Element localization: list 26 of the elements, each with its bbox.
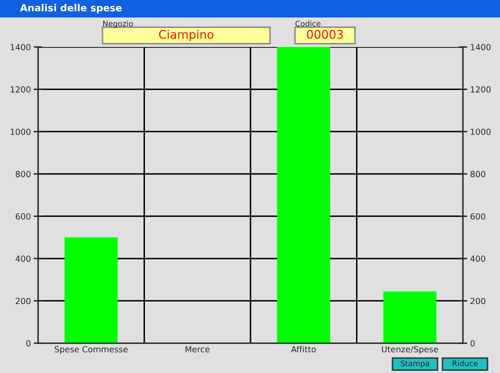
y2-tick-label: 1000 bbox=[470, 128, 491, 135]
x-tick-label: Utenze/Spese bbox=[382, 346, 438, 354]
x-tick-label: Affitto bbox=[291, 346, 316, 352]
y-tick-label: 200 bbox=[16, 298, 30, 304]
chart-title: Analisi delle spese bbox=[20, 4, 122, 14]
y-tick-label: 1000 bbox=[10, 128, 30, 135]
bar bbox=[64, 237, 118, 344]
y2-tick-label: 600 bbox=[470, 213, 486, 220]
y2-tick-label: 0 bbox=[470, 340, 475, 346]
y-tick-label: 600 bbox=[16, 213, 30, 220]
y-tick-label: 0 bbox=[26, 340, 30, 346]
x-tick-label: Spese Commesse bbox=[54, 346, 128, 354]
x-tick-label: Merce bbox=[186, 346, 210, 352]
y-tick-label: 400 bbox=[16, 256, 30, 262]
bar bbox=[277, 47, 330, 344]
y2-tick-label: 1200 bbox=[470, 86, 491, 93]
bar bbox=[383, 291, 436, 344]
y2-tick-label: 400 bbox=[470, 256, 486, 262]
y2-tick-label: 1400 bbox=[470, 44, 491, 50]
y-tick-label: 1400 bbox=[10, 44, 30, 50]
y-tick-label: 1200 bbox=[10, 86, 30, 93]
y2-tick-label: 800 bbox=[470, 170, 486, 178]
y-tick-label: 800 bbox=[16, 170, 30, 178]
text: Ciampino bbox=[159, 30, 214, 42]
y2-tick-label: 200 bbox=[470, 298, 486, 304]
text: 00003 bbox=[307, 30, 343, 39]
